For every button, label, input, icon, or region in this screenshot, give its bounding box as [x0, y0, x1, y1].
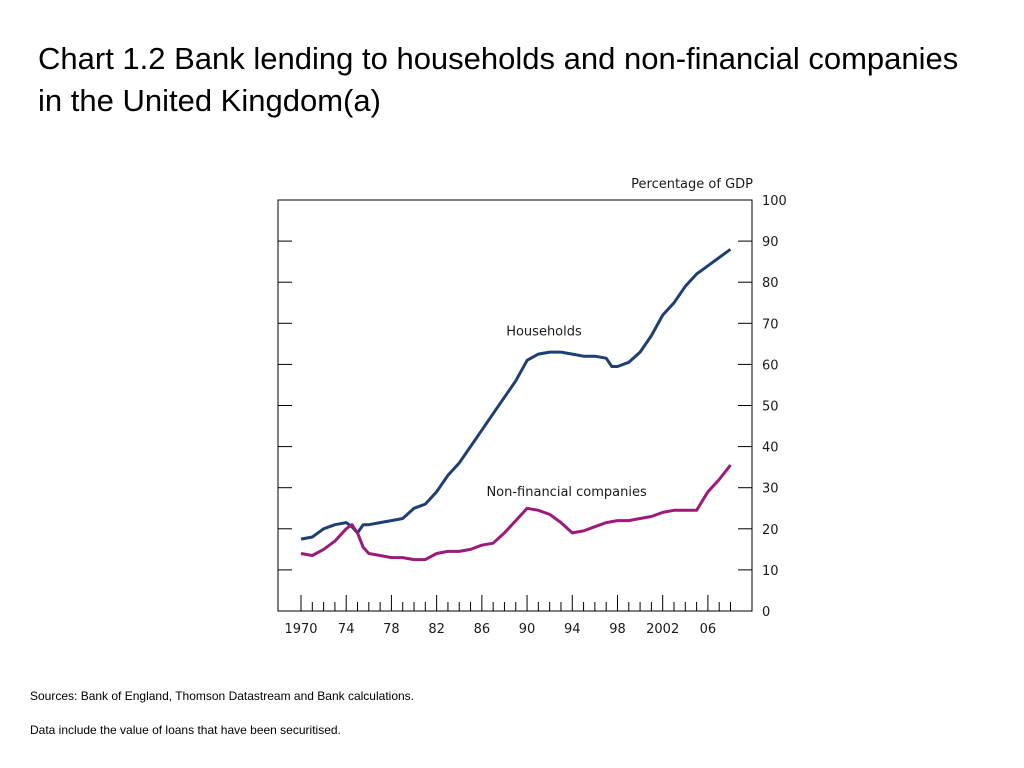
y-tick-label: 80	[762, 276, 779, 291]
y-tick-label: 100	[762, 194, 787, 209]
y-tick-label: 10	[762, 564, 779, 579]
footnote: Data include the value of loans that hav…	[30, 723, 341, 737]
y-tick-label: 90	[762, 235, 779, 250]
y-tick-label: 70	[762, 317, 779, 332]
sources-note: Sources: Bank of England, Thomson Datast…	[30, 689, 414, 703]
x-tick-label: 06	[700, 622, 717, 637]
series-line-non-financial-companies	[300, 464, 732, 562]
slide-title: Chart 1.2 Bank lending to households and…	[38, 41, 959, 118]
x-tick-label: 86	[474, 622, 491, 637]
plot-frame	[277, 199, 753, 612]
x-tick-label: 74	[338, 622, 355, 637]
series-annotation: Households	[506, 325, 582, 340]
y-tick-label: 30	[762, 482, 779, 497]
y-tick-label: 60	[762, 358, 779, 373]
y-tick-label: 50	[762, 400, 779, 415]
x-tick-label: 78	[383, 622, 400, 637]
x-tick-label: 82	[428, 622, 445, 637]
x-tick-label: 90	[519, 622, 536, 637]
series-line-households	[300, 248, 732, 541]
x-tick-label: 1970	[284, 622, 317, 637]
x-tick-label: 2002	[646, 622, 679, 637]
axis-ticks: 0 10 20 30 40 50 60 70 80 90 100 1970 74 78 82 86 90 94 98…	[278, 194, 787, 637]
y-tick-label: 40	[762, 441, 779, 456]
y-tick-label: 0	[762, 605, 770, 620]
y-axis-label: Percentage of GDP	[631, 177, 753, 192]
series-layer	[300, 248, 732, 562]
series-annotation: Non-financial companies	[486, 485, 647, 500]
x-tick-label: 94	[564, 622, 581, 637]
y-tick-label: 20	[762, 523, 779, 538]
annotations: Households Non-financial companies	[486, 325, 647, 500]
x-tick-label: 98	[609, 622, 626, 637]
